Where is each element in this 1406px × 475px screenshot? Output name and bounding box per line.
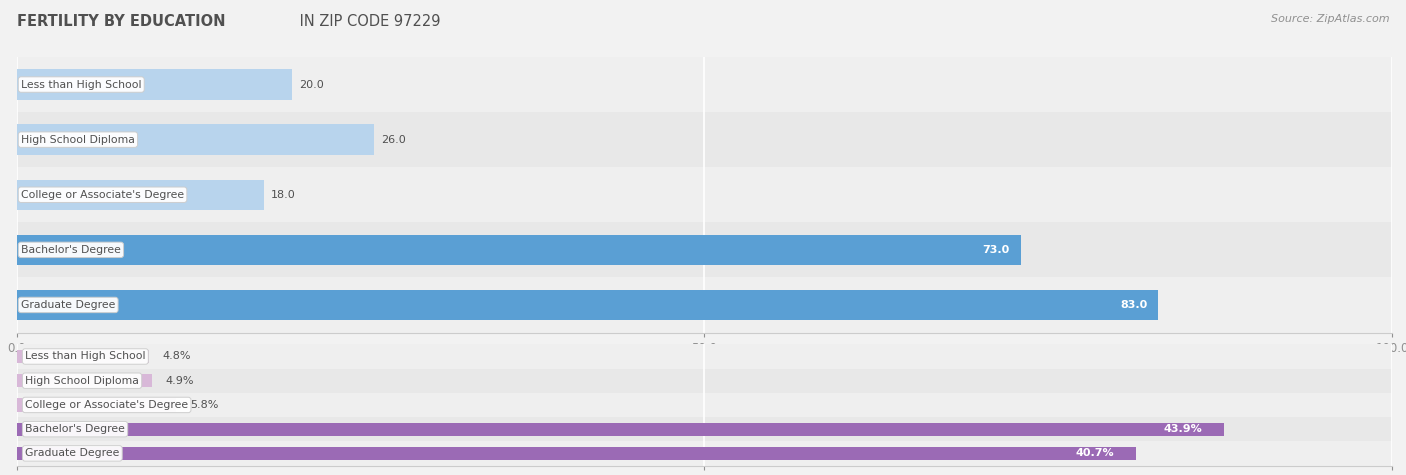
Bar xyxy=(17,124,374,155)
Bar xyxy=(17,57,1392,112)
Bar xyxy=(17,290,1159,320)
Text: Bachelor's Degree: Bachelor's Degree xyxy=(25,424,125,434)
Text: Less than High School: Less than High School xyxy=(21,79,142,90)
Bar xyxy=(17,69,292,100)
Text: 40.7%: 40.7% xyxy=(1076,448,1114,458)
Bar xyxy=(17,369,1392,393)
Text: 4.9%: 4.9% xyxy=(166,376,194,386)
Bar xyxy=(17,112,1392,167)
Text: Graduate Degree: Graduate Degree xyxy=(21,300,115,310)
Text: College or Associate's Degree: College or Associate's Degree xyxy=(21,190,184,200)
Text: 73.0: 73.0 xyxy=(983,245,1010,255)
Text: 18.0: 18.0 xyxy=(271,190,297,200)
Bar xyxy=(17,180,264,210)
Text: 43.9%: 43.9% xyxy=(1163,424,1202,434)
Bar xyxy=(17,446,1136,460)
Bar xyxy=(17,441,1392,466)
Bar xyxy=(17,417,1392,441)
Bar xyxy=(17,235,1021,265)
Text: 26.0: 26.0 xyxy=(381,134,406,145)
Bar xyxy=(17,167,1392,222)
Bar xyxy=(17,350,149,363)
Text: 5.8%: 5.8% xyxy=(190,400,218,410)
Text: Less than High School: Less than High School xyxy=(25,352,146,361)
Text: 4.8%: 4.8% xyxy=(163,352,191,361)
Text: Graduate Degree: Graduate Degree xyxy=(25,448,120,458)
Bar xyxy=(17,277,1392,332)
Text: College or Associate's Degree: College or Associate's Degree xyxy=(25,400,188,410)
Text: High School Diploma: High School Diploma xyxy=(25,376,139,386)
Text: FERTILITY BY EDUCATION: FERTILITY BY EDUCATION xyxy=(17,14,225,29)
Bar xyxy=(17,374,152,388)
Bar xyxy=(17,393,1392,417)
Bar xyxy=(17,398,176,412)
Text: Source: ZipAtlas.com: Source: ZipAtlas.com xyxy=(1271,14,1389,24)
Bar xyxy=(17,222,1392,277)
Bar xyxy=(17,344,1392,369)
Bar xyxy=(17,422,1225,436)
Text: 83.0: 83.0 xyxy=(1121,300,1147,310)
Text: High School Diploma: High School Diploma xyxy=(21,134,135,145)
Text: Bachelor's Degree: Bachelor's Degree xyxy=(21,245,121,255)
Text: 20.0: 20.0 xyxy=(298,79,323,90)
Text: IN ZIP CODE 97229: IN ZIP CODE 97229 xyxy=(295,14,440,29)
